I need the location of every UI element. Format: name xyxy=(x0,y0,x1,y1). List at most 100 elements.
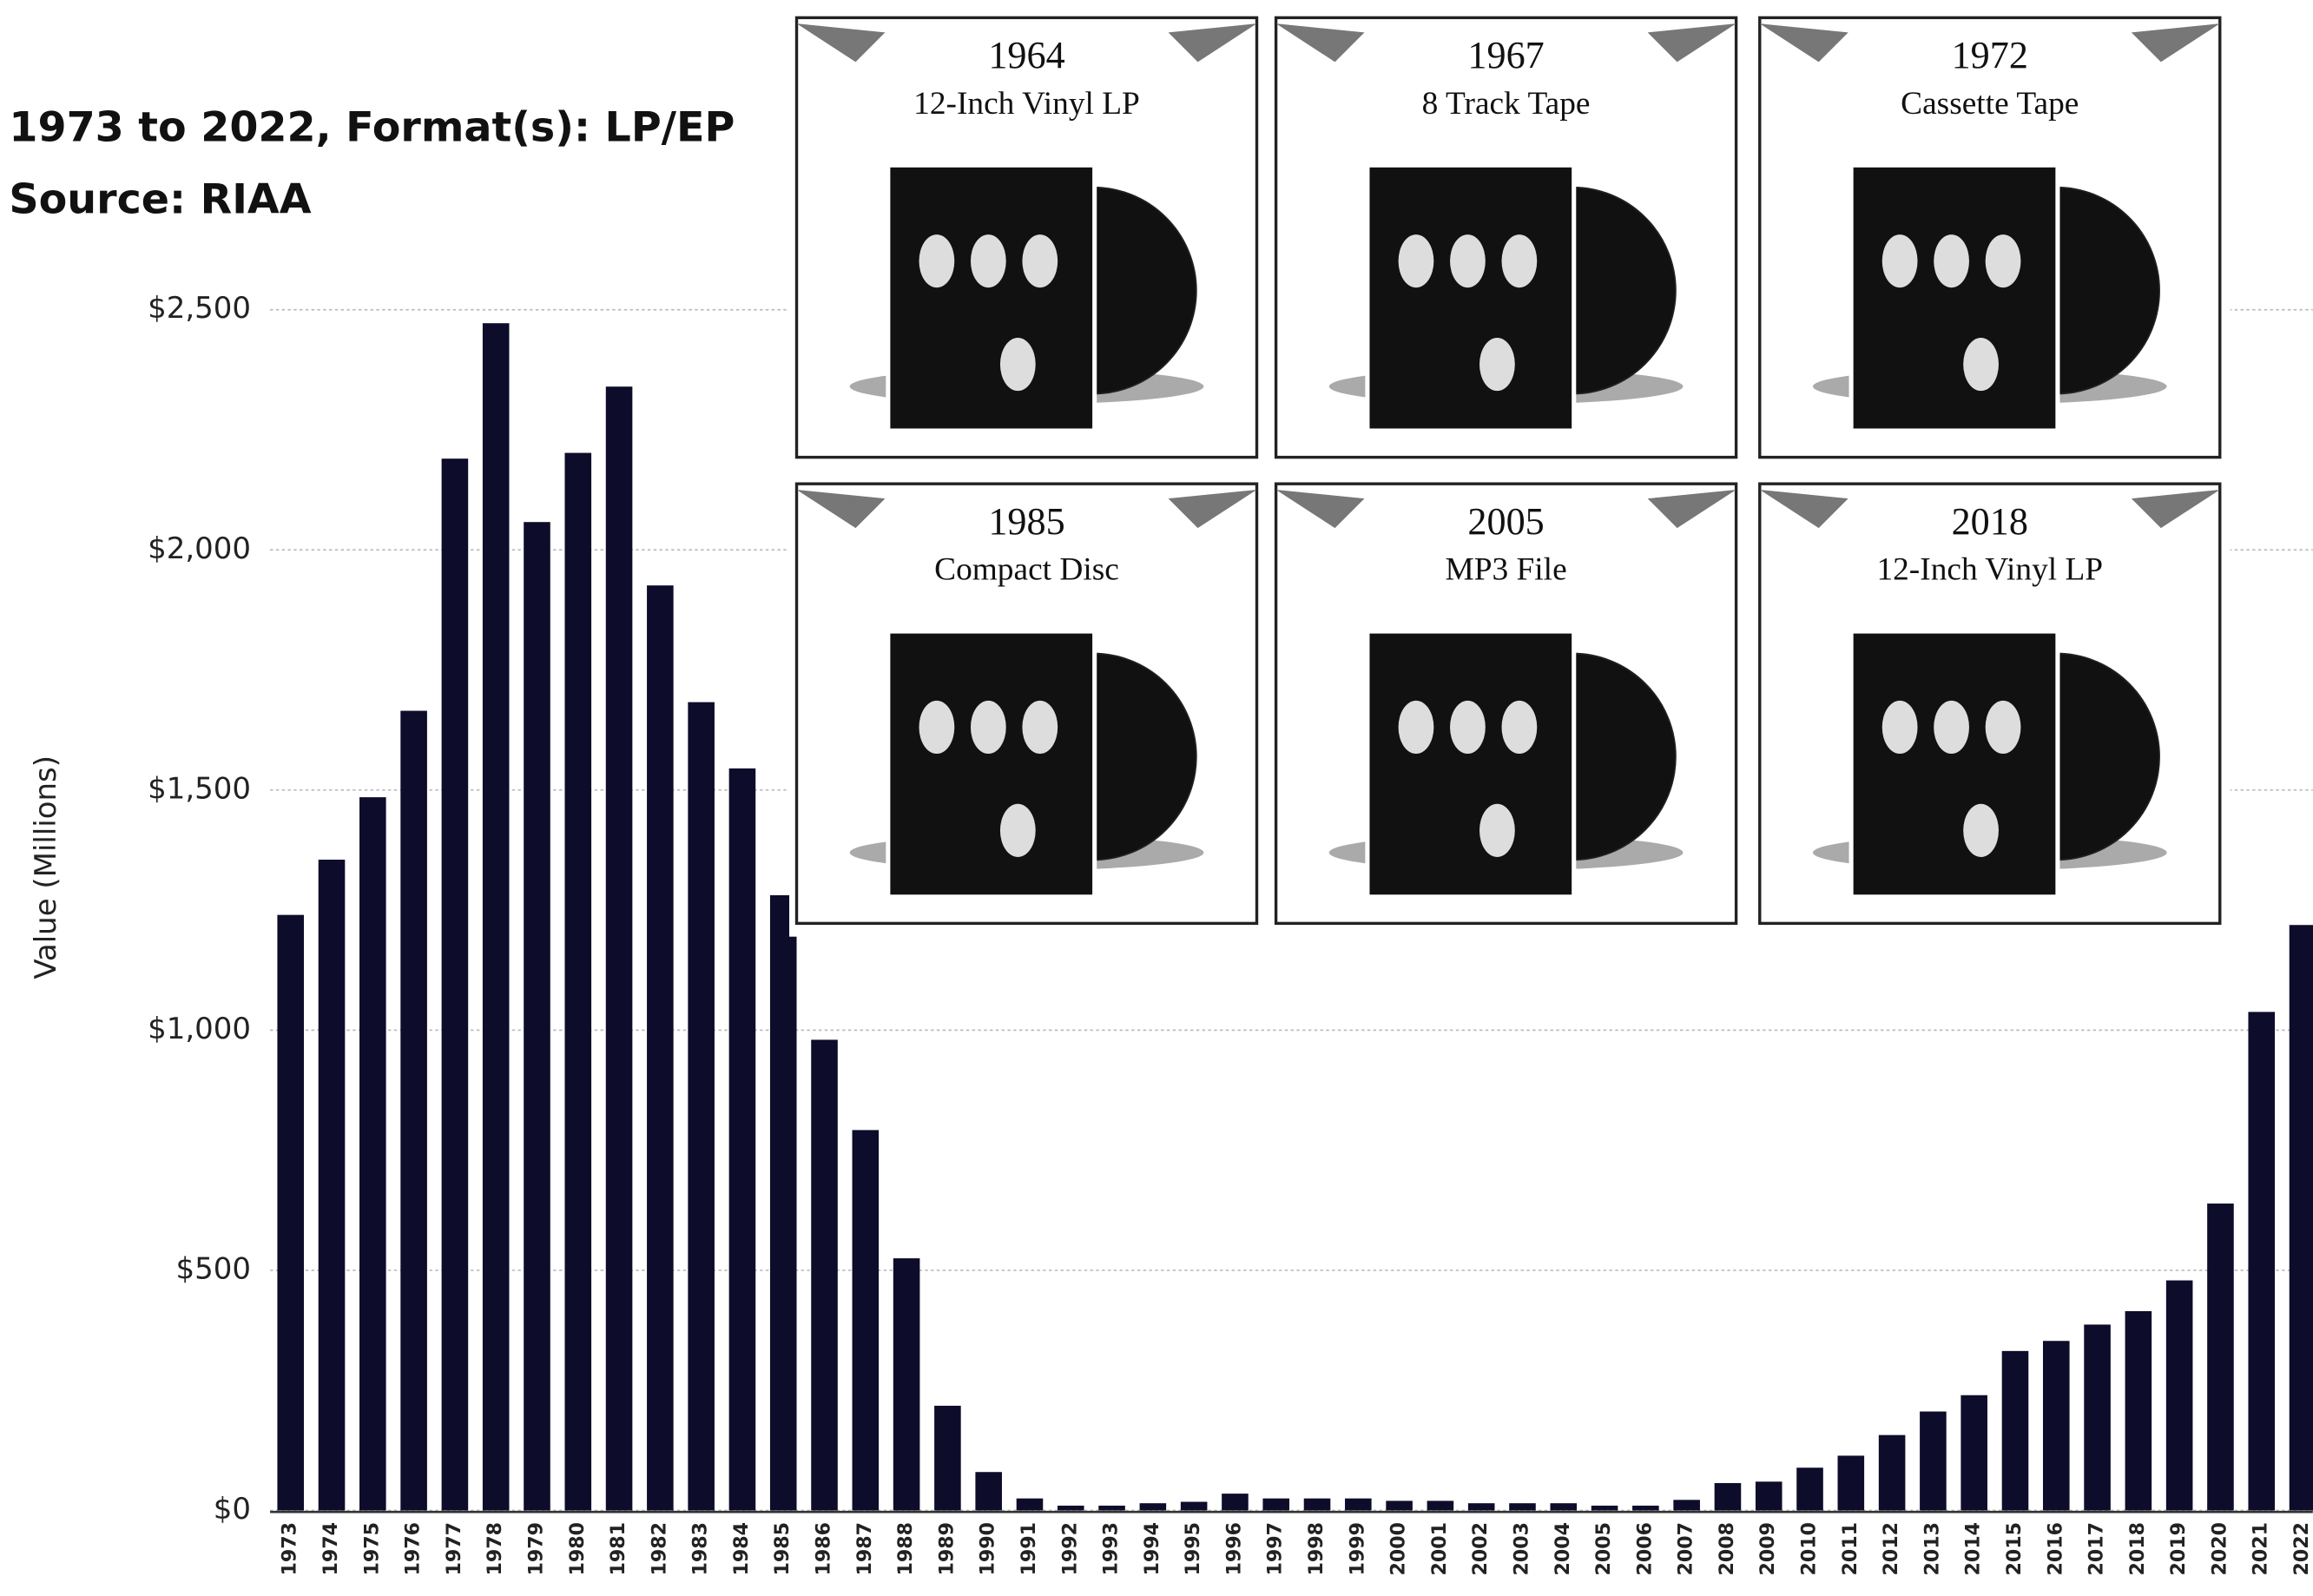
x-tick-label: 1994 xyxy=(1142,1522,1163,1575)
panel-face xyxy=(1501,234,1538,288)
panel-face xyxy=(970,700,1006,755)
bar xyxy=(605,386,633,1511)
bar xyxy=(2165,1280,2193,1511)
bar xyxy=(728,768,756,1511)
panel-year: 2005 xyxy=(1467,500,1544,543)
x-tick-label: 1986 xyxy=(814,1522,835,1575)
bar xyxy=(2125,1310,2152,1511)
bar xyxy=(1550,1503,1578,1511)
panel-face xyxy=(1985,234,2021,288)
panel-face xyxy=(970,234,1006,288)
bar xyxy=(441,458,469,1511)
x-tick-label: 2012 xyxy=(1881,1522,1902,1575)
panel-face xyxy=(1881,234,1918,288)
x-tick-label: 2007 xyxy=(1676,1522,1697,1575)
panel: 2005 MP3 File xyxy=(1274,482,1738,926)
x-tick-label: 1973 xyxy=(280,1522,301,1575)
panel-face xyxy=(1479,338,1515,392)
panel-face xyxy=(1934,700,1969,755)
panel-face xyxy=(999,338,1036,392)
x-tick-label: 2005 xyxy=(1593,1522,1615,1575)
bar xyxy=(318,860,346,1511)
bar xyxy=(811,1039,838,1511)
panel-album xyxy=(886,629,1097,900)
panel-face xyxy=(999,803,1036,857)
x-tick-label: 1987 xyxy=(854,1522,876,1575)
x-tick-label: 2015 xyxy=(2004,1522,2026,1575)
x-tick-label: 2017 xyxy=(2086,1522,2108,1575)
x-tick-label: 2010 xyxy=(1799,1522,1821,1575)
x-tick-label: 2006 xyxy=(1634,1522,1656,1575)
illustration: 1964 12-Inch Vinyl LP 1967 8 Track Tape 1972… xyxy=(789,7,2231,937)
x-tick-label: 2002 xyxy=(1470,1522,1492,1575)
panel-year: 1972 xyxy=(1952,34,2028,76)
bar xyxy=(1386,1500,1413,1511)
panel: 1985 Compact Disc xyxy=(794,482,1259,926)
panel-face xyxy=(1450,234,1486,288)
panel-year: 1985 xyxy=(988,500,1064,543)
bar xyxy=(564,452,592,1511)
x-tick-label: 1984 xyxy=(731,1522,753,1575)
bar xyxy=(400,710,427,1511)
x-tick-label: 2009 xyxy=(1757,1522,1779,1575)
panel-face xyxy=(1479,803,1515,857)
bar xyxy=(277,914,305,1511)
chart-title: 1973 to 2022, Format(s): LP/EP xyxy=(9,103,735,151)
x-tick-label: 1978 xyxy=(484,1522,506,1575)
panel-year: 2018 xyxy=(1952,500,2028,543)
x-tick-label: 2001 xyxy=(1429,1522,1451,1575)
bar xyxy=(1427,1500,1454,1511)
panel-album xyxy=(1848,629,2060,900)
x-tick-label: 1982 xyxy=(649,1522,670,1575)
panel-album xyxy=(886,162,1097,433)
panel-face xyxy=(1963,338,1999,392)
bar xyxy=(852,1130,880,1511)
x-tick-label: 1998 xyxy=(1306,1522,1328,1575)
bar xyxy=(647,585,674,1511)
x-tick-label: 1983 xyxy=(690,1522,712,1575)
panel-face xyxy=(1022,234,1058,288)
bar xyxy=(482,323,510,1511)
x-tick-label: 1992 xyxy=(1059,1522,1081,1575)
y-tick-label: $0 xyxy=(214,1492,251,1527)
x-tick-label: 2003 xyxy=(1511,1522,1532,1575)
y-tick-label: $2,000 xyxy=(148,531,251,566)
bar xyxy=(1714,1482,1742,1511)
panel-format: Cassette Tape xyxy=(1901,86,2079,122)
panel: 1967 8 Track Tape xyxy=(1274,16,1738,459)
y-tick-label: $1,000 xyxy=(148,1012,251,1046)
panel-face xyxy=(1934,234,1969,288)
bar xyxy=(2207,1204,2234,1511)
x-tick-label: 1975 xyxy=(361,1522,383,1575)
x-tick-label: 2004 xyxy=(1552,1522,1574,1575)
bar xyxy=(2084,1324,2111,1511)
x-tick-label: 2020 xyxy=(2209,1522,2231,1575)
x-tick-label: 1990 xyxy=(978,1522,999,1575)
panel-format: 12-Inch Vinyl LP xyxy=(913,86,1140,122)
panel-year: 1964 xyxy=(988,34,1064,76)
x-tick-label: 2014 xyxy=(1963,1522,1985,1575)
chart-subtitle: Source: RIAA xyxy=(9,176,311,224)
panel-face xyxy=(919,700,955,755)
x-tick-label: 1988 xyxy=(895,1522,917,1575)
bar xyxy=(688,702,715,1511)
bar xyxy=(1920,1411,1947,1511)
panel-face xyxy=(919,234,955,288)
x-tick-label: 1981 xyxy=(608,1522,629,1575)
x-tick-label: 1979 xyxy=(525,1522,547,1575)
bar xyxy=(1303,1498,1331,1511)
bar xyxy=(2001,1350,2029,1511)
bar xyxy=(1673,1500,1700,1511)
panel-album xyxy=(1365,629,1577,900)
panel-face xyxy=(1881,700,1918,755)
bar xyxy=(934,1405,961,1511)
bar xyxy=(893,1258,920,1511)
panel-face xyxy=(1501,700,1538,755)
panel: 1972 Cassette Tape xyxy=(1758,16,2222,459)
x-tick-label: 1997 xyxy=(1265,1522,1287,1575)
x-tick-label: 2022 xyxy=(2291,1522,2313,1575)
panel-format: 8 Track Tape xyxy=(1422,86,1591,122)
bar xyxy=(769,894,797,1511)
x-tick-label: 1980 xyxy=(567,1522,589,1575)
